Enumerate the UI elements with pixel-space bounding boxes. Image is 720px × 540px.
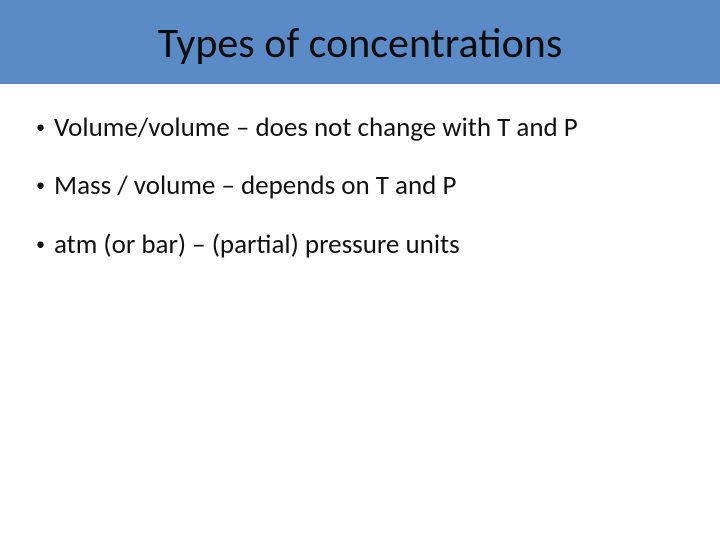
bullet-text: Mass / volume – depends on T and P	[54, 169, 456, 202]
list-item: • Volume/volume – does not change with T…	[34, 112, 686, 144]
bullet-list: • Volume/volume – does not change with T…	[34, 112, 686, 261]
bullet-text: atm (or bar) – (partial) pressure units	[54, 228, 460, 261]
bullet-dot-icon: •	[36, 235, 45, 253]
slide-title: Types of concentrations	[0, 18, 720, 69]
body-area: • Volume/volume – does not change with T…	[34, 112, 686, 287]
list-item: • Mass / volume – depends on T and P	[34, 170, 686, 202]
list-item: • atm (or bar) – (partial) pressure unit…	[34, 229, 686, 261]
bullet-dot-icon: •	[36, 118, 45, 136]
bullet-text: Volume/volume – does not change with T a…	[54, 111, 578, 144]
slide: Types of concentrations • Volume/volume …	[0, 0, 720, 540]
bullet-dot-icon: •	[36, 176, 45, 194]
title-band: Types of concentrations	[0, 0, 720, 84]
